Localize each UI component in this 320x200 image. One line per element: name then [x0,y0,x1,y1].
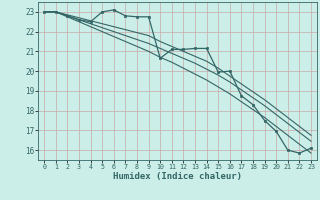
X-axis label: Humidex (Indice chaleur): Humidex (Indice chaleur) [113,172,242,181]
